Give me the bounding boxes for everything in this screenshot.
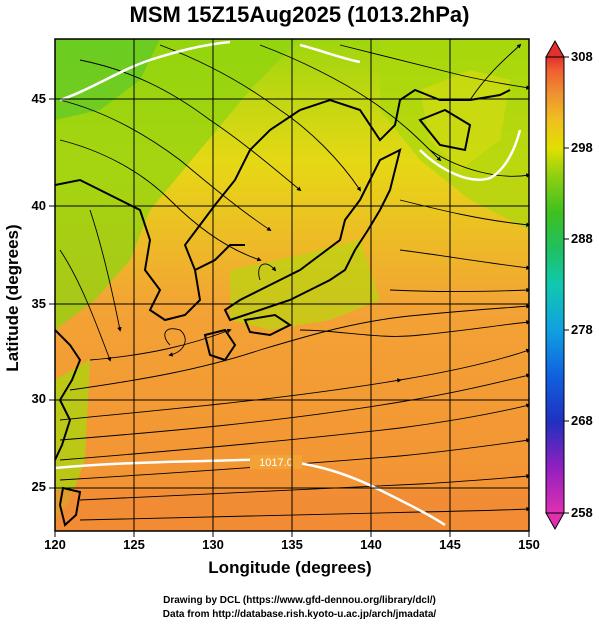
colorbar: 308 298 288 278 268 258 (545, 39, 593, 531)
x-tick-120: 120 (44, 537, 66, 552)
streamlines (59, 43, 529, 521)
y-tick-labels: 25 30 35 40 45 (32, 91, 46, 494)
map-title: MSM 15Z15Aug2025 (1013.2hPa) (129, 2, 470, 27)
colorbar-tick-298: 298 (571, 140, 593, 155)
colorbar-tick-308: 308 (571, 49, 593, 64)
colorbar-tick-288: 288 (571, 231, 593, 246)
contour-label: 1017.0 (259, 457, 293, 469)
colorbar-bottom-arrow (545, 512, 565, 531)
y-tick-40: 40 (32, 198, 46, 213)
y-tick-35: 35 (32, 296, 46, 311)
colorbar-tick-278: 278 (571, 322, 593, 337)
colorbar-top-arrow (545, 39, 565, 58)
x-tick-labels: 120 125 130 135 140 145 150 (44, 537, 540, 552)
credit-drawing: Drawing by DCL (https://www.gfd-dennou.o… (163, 595, 436, 606)
credit-data: Data from http://database.rish.kyoto-u.a… (162, 609, 437, 620)
x-tick-130: 130 (202, 537, 224, 552)
colorbar-scale (545, 56, 565, 514)
y-tick-45: 45 (32, 91, 46, 106)
x-axis-label: Longitude (degrees) (208, 558, 372, 577)
y-axis-label: Latitude (degrees) (3, 224, 22, 372)
colorbar-tick-268: 268 (571, 413, 593, 428)
x-tick-140: 140 (360, 537, 382, 552)
x-tick-135: 135 (281, 537, 303, 552)
x-tick-150: 150 (518, 537, 540, 552)
axis-ticks (49, 98, 530, 537)
colorbar-tick-258: 258 (571, 505, 593, 520)
grid-lines (55, 39, 529, 531)
y-tick-30: 30 (32, 391, 46, 406)
contour-label-group: 1017.0 (250, 455, 302, 469)
y-tick-25: 25 (32, 479, 46, 494)
x-tick-125: 125 (123, 537, 145, 552)
coastlines (55, 88, 511, 527)
x-tick-145: 145 (439, 537, 461, 552)
